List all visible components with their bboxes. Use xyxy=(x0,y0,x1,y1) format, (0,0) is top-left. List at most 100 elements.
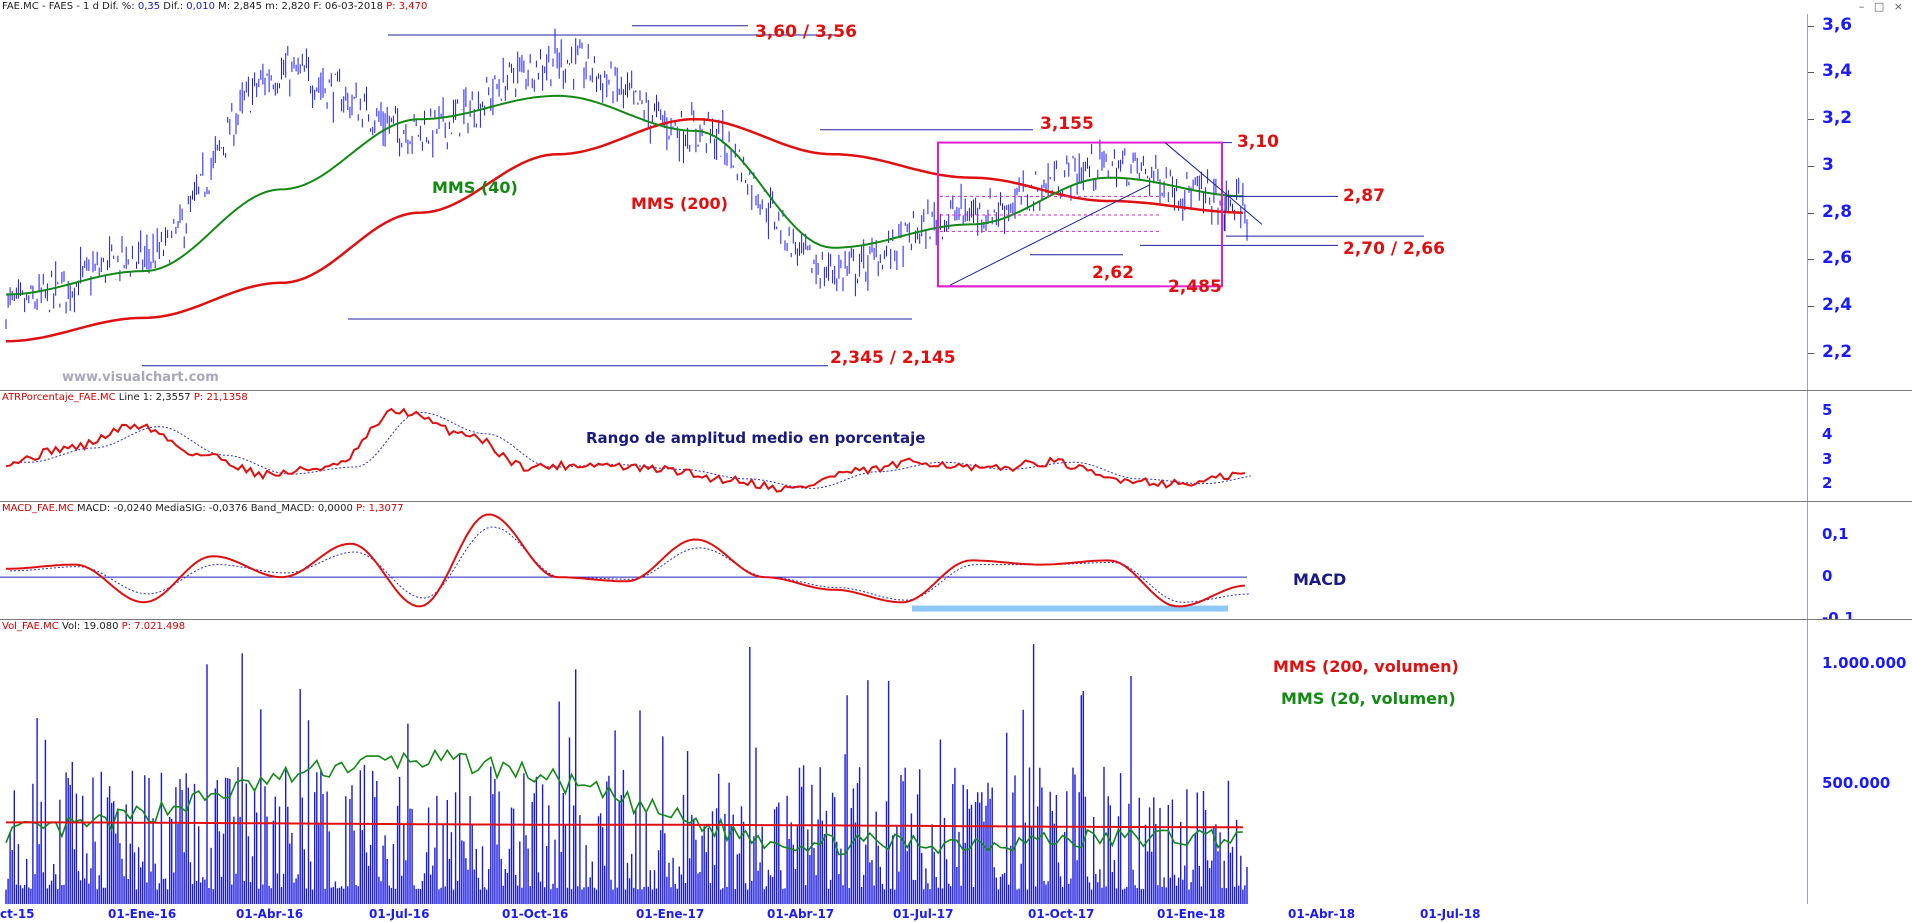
dif-pct-value: 0,35 xyxy=(137,1,161,12)
price-y-tick: 2,6 xyxy=(1822,248,1853,269)
volume-y-tick: 1.000.000 xyxy=(1822,654,1907,672)
trendline-up xyxy=(949,184,1151,286)
volume-panel-header: Vol_FAE.MC Vol: 19.080 P: 7.021.498 xyxy=(2,620,185,633)
vol-p-value: P: 7.021.498 xyxy=(121,621,186,632)
price-y-tick: 2,4 xyxy=(1822,295,1853,316)
annotation-rect-mid: 2,62 xyxy=(1092,263,1134,283)
atr-panel: ATRPorcentaje_FAE.MC Line 1: 2,3557 P: 2… xyxy=(0,391,1912,501)
date-value: 06-03-2018 xyxy=(324,1,383,12)
annotation-current: 2,87 xyxy=(1343,186,1385,206)
price-bars xyxy=(5,28,1248,329)
x-axis-label: ct-15 xyxy=(0,907,35,921)
atr-y-axis: 5 4 3 2 xyxy=(1807,391,1912,501)
price-y-tick: 3,4 xyxy=(1822,61,1853,82)
volume-chart xyxy=(5,644,1248,904)
price-y-tick-mark xyxy=(1808,165,1814,167)
price-y-tick: 3,2 xyxy=(1822,108,1853,129)
annotation-rect-top: 3,10 xyxy=(1237,132,1279,152)
x-axis-label: 01-Jul-16 xyxy=(369,907,430,921)
macd-band xyxy=(912,605,1228,612)
atr-panel-header: ATRPorcentaje_FAE.MC Line 1: 2,3557 P: 2… xyxy=(2,391,248,404)
range-rectangle xyxy=(937,141,1223,288)
price-panel-header: FAE.MC - FAES - 1 d Dif. %: 0,35 Dif.: 0… xyxy=(2,0,427,13)
atr-signal-line xyxy=(12,411,1251,489)
price-y-tick: 3,6 xyxy=(1822,14,1853,35)
annotation-lows: 2,345 / 2,145 xyxy=(830,348,956,368)
price-y-tick-mark xyxy=(1808,25,1814,27)
annotation-mid-high: 3,155 xyxy=(1040,114,1094,134)
p-value: 3,470 xyxy=(398,1,428,12)
price-y-tick: 2,2 xyxy=(1822,341,1853,362)
max-label: M: xyxy=(218,1,231,12)
atr-line-value: Line 1: 2,3557 xyxy=(118,392,191,403)
atr-title: Rango de amplitud medio en porcentaje xyxy=(586,429,926,447)
x-axis-label: 01-Ene-16 xyxy=(108,907,177,921)
x-axis-label: 01-Abr-18 xyxy=(1288,907,1356,921)
watermark: www.visualchart.com xyxy=(62,370,219,385)
dif-label: Dif.: xyxy=(163,1,184,12)
min-value: 2,820 xyxy=(281,1,311,12)
atr-line xyxy=(5,407,1246,493)
macd-sig-value: MediaSIG: -0,0376 xyxy=(155,503,248,514)
macd-name: MACD_FAE.MC xyxy=(2,503,74,514)
panel-separator[interactable] xyxy=(0,501,1912,502)
price-y-tick-mark xyxy=(1808,259,1814,261)
panel-window-controls[interactable]: – □ × xyxy=(1858,0,1906,13)
x-axis-label: 01-Ene-17 xyxy=(636,907,705,921)
price-y-tick-mark xyxy=(1808,212,1814,214)
label-mms200: MMS (200) xyxy=(631,194,728,213)
macd-signal-line xyxy=(9,526,1249,603)
volume-y-tick: 500.000 xyxy=(1822,774,1891,792)
volume-sma200-line xyxy=(6,821,1243,829)
x-axis-label: 01-Abr-17 xyxy=(767,907,835,921)
atr-name: ATRPorcentaje_FAE.MC xyxy=(2,392,116,403)
price-chart xyxy=(5,25,1424,367)
volume-panel: Vol_FAE.MC Vol: 19.080 P: 7.021.498 – □ … xyxy=(0,620,1912,904)
label-vol-mms200: MMS (200, volumen) xyxy=(1273,657,1459,676)
x-axis-label: 01-Jul-18 xyxy=(1420,907,1481,921)
macd-title: MACD xyxy=(1293,570,1347,589)
price-y-tick: 3 xyxy=(1822,154,1834,175)
panel-separator[interactable] xyxy=(0,390,1912,391)
label-vol-mms20: MMS (20, volumen) xyxy=(1281,689,1456,708)
symbol-label: FAE.MC - FAES - 1 d xyxy=(2,1,99,12)
sma200-line xyxy=(5,117,1243,343)
dif-pct-label: Dif. %: xyxy=(102,1,135,12)
atr-p-value: P: 21,1358 xyxy=(193,392,248,403)
macd-line xyxy=(5,513,1245,608)
atr-y-tick: 3 xyxy=(1822,449,1833,468)
p-label: P: xyxy=(386,1,396,12)
price-panel: FAE.MC - FAES - 1 d Dif. %: 0,35 Dif.: 0… xyxy=(0,0,1912,390)
annotation-top: 3,60 / 3,56 xyxy=(755,22,857,42)
macd-p-value: P: 1,3077 xyxy=(356,503,404,514)
atr-y-tick: 2 xyxy=(1822,473,1833,492)
atr-y-tick: 4 xyxy=(1822,425,1833,444)
min-label: m: xyxy=(265,1,279,12)
macd-y-axis: 0,1 0 -0,1 xyxy=(1807,502,1912,627)
macd-y-tick: 0,1 xyxy=(1822,525,1849,544)
annotation-support: 2,70 / 2,66 xyxy=(1343,239,1445,259)
x-axis-label: 01-Ene-18 xyxy=(1157,907,1226,921)
panel-separator[interactable] xyxy=(0,619,1912,620)
price-y-axis: 3,6 3,4 3,2 3 2,8 2,6 2,4 2,2 xyxy=(1807,14,1912,390)
price-y-tick-mark xyxy=(1808,306,1814,308)
vol-value: Vol: 19.080 xyxy=(61,621,119,632)
price-y-tick-mark xyxy=(1808,72,1814,74)
price-y-tick-mark xyxy=(1808,119,1814,121)
date-label: F: xyxy=(313,1,322,12)
macd-panel-header: MACD_FAE.MC MACD: -0,0240 MediaSIG: -0,0… xyxy=(2,502,404,515)
x-axis-label: 01-Oct-17 xyxy=(1028,907,1095,921)
price-y-tick-mark xyxy=(1808,352,1814,354)
label-mms40: MMS (40) xyxy=(432,178,518,197)
annotation-rect-low: 2,485 xyxy=(1168,277,1222,297)
max-value: 2,845 xyxy=(233,1,262,12)
volume-sma20-line xyxy=(5,748,1243,856)
macd-panel: MACD_FAE.MC MACD: -0,0240 MediaSIG: -0,0… xyxy=(0,502,1912,627)
atr-chart xyxy=(5,407,1251,493)
macd-y-tick: 0 xyxy=(1822,567,1833,586)
price-y-tick: 2,8 xyxy=(1822,201,1853,222)
x-axis-label: 01-Jul-17 xyxy=(893,907,954,921)
vol-name: Vol_FAE.MC xyxy=(2,621,59,632)
dif-value: 0,010 xyxy=(186,1,215,12)
atr-y-tick: 5 xyxy=(1822,401,1833,420)
